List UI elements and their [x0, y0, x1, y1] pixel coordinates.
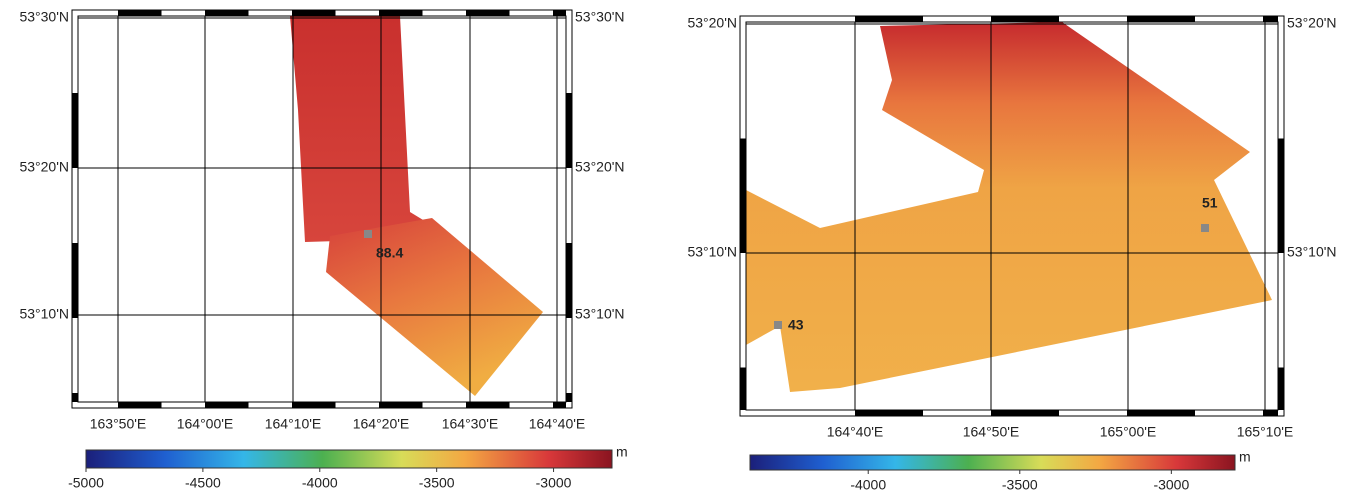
frame-tick — [118, 10, 162, 16]
swath — [326, 218, 543, 396]
lat-label: 53°20'N — [575, 159, 625, 175]
swath — [290, 16, 433, 242]
frame-tick — [118, 402, 162, 408]
lon-label: 164°10'E — [265, 416, 322, 432]
frame-tick — [205, 10, 249, 16]
lat-label: 53°10'N — [19, 306, 69, 322]
lon-label: 165°10'E — [1237, 424, 1294, 440]
frame-tick — [991, 410, 1059, 416]
sample-point — [774, 321, 782, 329]
frame-tick — [1127, 16, 1195, 22]
frame-tick — [292, 10, 336, 16]
colorbar-tick-label: -5000 — [68, 475, 104, 491]
colorbar-unit: m — [1239, 449, 1251, 465]
colorbar-tick-label: -3000 — [536, 475, 572, 491]
frame-tick — [1127, 410, 1195, 416]
point-label: 88.4 — [376, 245, 403, 261]
colorbar-tick-label: -3500 — [1002, 477, 1038, 493]
swath — [746, 22, 1272, 392]
colorbar — [750, 455, 1235, 470]
lon-label: 164°30'E — [442, 416, 499, 432]
colorbar-tick-label: -3000 — [1153, 477, 1189, 493]
frame-tick — [1263, 410, 1278, 416]
point-label: 43 — [788, 317, 804, 333]
colorbar — [86, 450, 612, 468]
frame-tick — [855, 16, 923, 22]
lon-label: 164°40'E — [529, 416, 586, 432]
colorbar-tick-label: -4000 — [302, 475, 338, 491]
frame-tick — [379, 402, 423, 408]
frame-tick — [466, 402, 510, 408]
frame-tick — [1263, 16, 1278, 22]
frame-tick — [566, 243, 572, 318]
lon-label: 165°00'E — [1100, 424, 1157, 440]
frame-tick — [292, 402, 336, 408]
lat-label: 53°20'N — [687, 15, 737, 31]
frame-tick — [1278, 368, 1284, 411]
lon-label: 164°50'E — [963, 424, 1020, 440]
frame-tick — [466, 10, 510, 16]
frame-tick — [566, 93, 572, 168]
frame-tick — [1278, 139, 1284, 254]
sample-point — [1201, 224, 1209, 232]
frame-tick — [72, 243, 78, 318]
frame-tick — [553, 10, 566, 16]
point-label: 51 — [1202, 195, 1218, 211]
frame-tick — [553, 402, 566, 408]
lat-label: 53°10'N — [575, 306, 625, 322]
frame-tick — [855, 410, 923, 416]
lon-label: 164°20'E — [353, 416, 410, 432]
lon-label: 164°00'E — [177, 416, 234, 432]
lon-label: 164°40'E — [827, 424, 884, 440]
figure: 53°30'N 53°30'N 53°20'N 53°20'N 53°10'N 53°10… — [0, 0, 1355, 496]
frame-tick — [740, 139, 746, 254]
frame-tick — [72, 93, 78, 168]
sample-point — [364, 230, 372, 238]
colorbar-tick-label: -4000 — [850, 477, 886, 493]
frame-tick — [72, 393, 78, 402]
colorbar-tick-label: -4500 — [185, 475, 221, 491]
lat-label: 53°20'N — [1287, 15, 1337, 31]
lat-label: 53°30'N — [575, 9, 625, 25]
frame-tick — [740, 368, 746, 411]
lat-label: 53°10'N — [687, 244, 737, 260]
frame-tick — [566, 393, 572, 402]
lat-label: 53°10'N — [1287, 244, 1337, 260]
bathymetry — [290, 16, 1272, 396]
frame-tick — [379, 10, 423, 16]
lat-label: 53°20'N — [19, 159, 69, 175]
lon-label: 163°50'E — [90, 416, 147, 432]
lat-label: 53°30'N — [19, 9, 69, 25]
colorbar-unit: m — [616, 444, 628, 460]
frame-tick — [205, 402, 249, 408]
frame-tick — [991, 16, 1059, 22]
colorbar-tick-label: -3500 — [419, 475, 455, 491]
